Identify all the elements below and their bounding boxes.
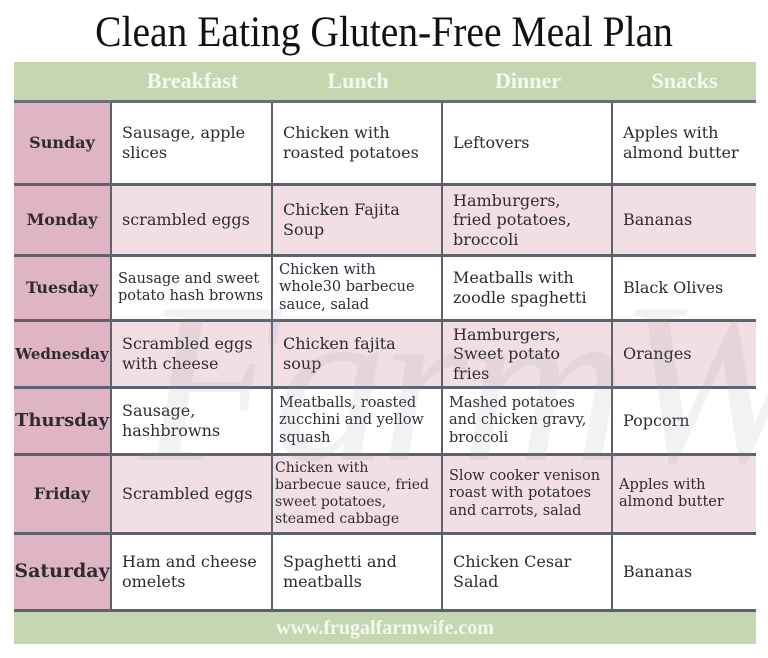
table-row-sunday: Sunday Sausage, apple slices Chicken wit… <box>14 103 756 186</box>
table-row-monday: Monday scrambled eggs Chicken Fajita Sou… <box>14 186 756 257</box>
meal-plan-table: Breakfast Lunch Dinner Snacks Sunday Sau… <box>14 62 756 613</box>
breakfast-cell: scrambled eggs <box>112 186 273 254</box>
snacks-cell: Apples with almond butter <box>613 103 756 183</box>
dinner-cell: Slow cooker venison roast with potatoes … <box>443 456 613 532</box>
lunch-cell: Meatballs, roasted zucchini and yellow s… <box>273 389 443 453</box>
table-row-thursday: Thursday Sausage, hashbrowns Meatballs, … <box>14 389 756 456</box>
lunch-cell: Chicken fajita soup <box>273 322 443 386</box>
header-dinner: Dinner <box>495 68 561 93</box>
snacks-cell: Oranges <box>613 322 756 386</box>
breakfast-cell: Scrambled eggs <box>112 456 273 532</box>
table-row-friday: Friday Scrambled eggs Chicken with barbe… <box>14 456 756 535</box>
snacks-cell: Black Olives <box>613 257 756 319</box>
table-row-saturday: Saturday Ham and cheese omelets Spaghett… <box>14 535 756 613</box>
snacks-cell: Bananas <box>613 535 756 609</box>
breakfast-cell: Ham and cheese omelets <box>112 535 273 609</box>
snacks-cell: Apples with almond butter <box>613 456 756 532</box>
day-label: Wednesday <box>14 322 112 386</box>
page-title: Clean Eating Gluten-Free Meal Plan <box>95 9 673 56</box>
snacks-cell: Popcorn <box>613 389 756 453</box>
day-label: Saturday <box>14 535 112 609</box>
day-label: Thursday <box>14 389 112 453</box>
dinner-cell: Hamburgers, Sweet potato fries <box>443 322 613 386</box>
table-header-row: Breakfast Lunch Dinner Snacks <box>14 62 756 103</box>
footer-website-link[interactable]: www.frugalfarmwife.com <box>14 612 756 644</box>
lunch-cell: Spaghetti and meatballs <box>273 535 443 609</box>
day-label: Tuesday <box>14 257 112 319</box>
lunch-cell: Chicken with barbecue sauce, fried sweet… <box>273 456 443 532</box>
header-lunch: Lunch <box>327 68 389 93</box>
table-row-tuesday: Tuesday Sausage and sweet potato hash br… <box>14 257 756 322</box>
header-snacks: Snacks <box>651 68 718 93</box>
lunch-cell: Chicken with roasted potatoes <box>273 103 443 183</box>
lunch-cell: Chicken Fajita Soup <box>273 186 443 254</box>
table-row-wednesday: Wednesday Scrambled eggs with cheese Chi… <box>14 322 756 389</box>
day-label: Friday <box>14 456 112 532</box>
breakfast-cell: Sausage, apple slices <box>112 103 273 183</box>
day-label: Monday <box>14 186 112 254</box>
dinner-cell: Chicken Cesar Salad <box>443 535 613 609</box>
dinner-cell: Meatballs with zoodle spaghetti <box>443 257 613 319</box>
breakfast-cell: Sausage, hashbrowns <box>112 389 273 453</box>
breakfast-cell: Sausage and sweet potato hash browns <box>112 257 273 319</box>
dinner-cell: Leftovers <box>443 103 613 183</box>
dinner-cell: Mashed potatoes and chicken gravy, brocc… <box>443 389 613 453</box>
snacks-cell: Bananas <box>613 186 756 254</box>
header-corner <box>14 62 112 100</box>
header-breakfast: Breakfast <box>146 68 239 93</box>
lunch-cell: Chicken with whole30 barbecue sauce, sal… <box>273 257 443 319</box>
day-label: Sunday <box>14 103 112 183</box>
dinner-cell: Hamburgers, fried potatoes, broccoli <box>443 186 613 254</box>
breakfast-cell: Scrambled eggs with cheese <box>112 322 273 386</box>
